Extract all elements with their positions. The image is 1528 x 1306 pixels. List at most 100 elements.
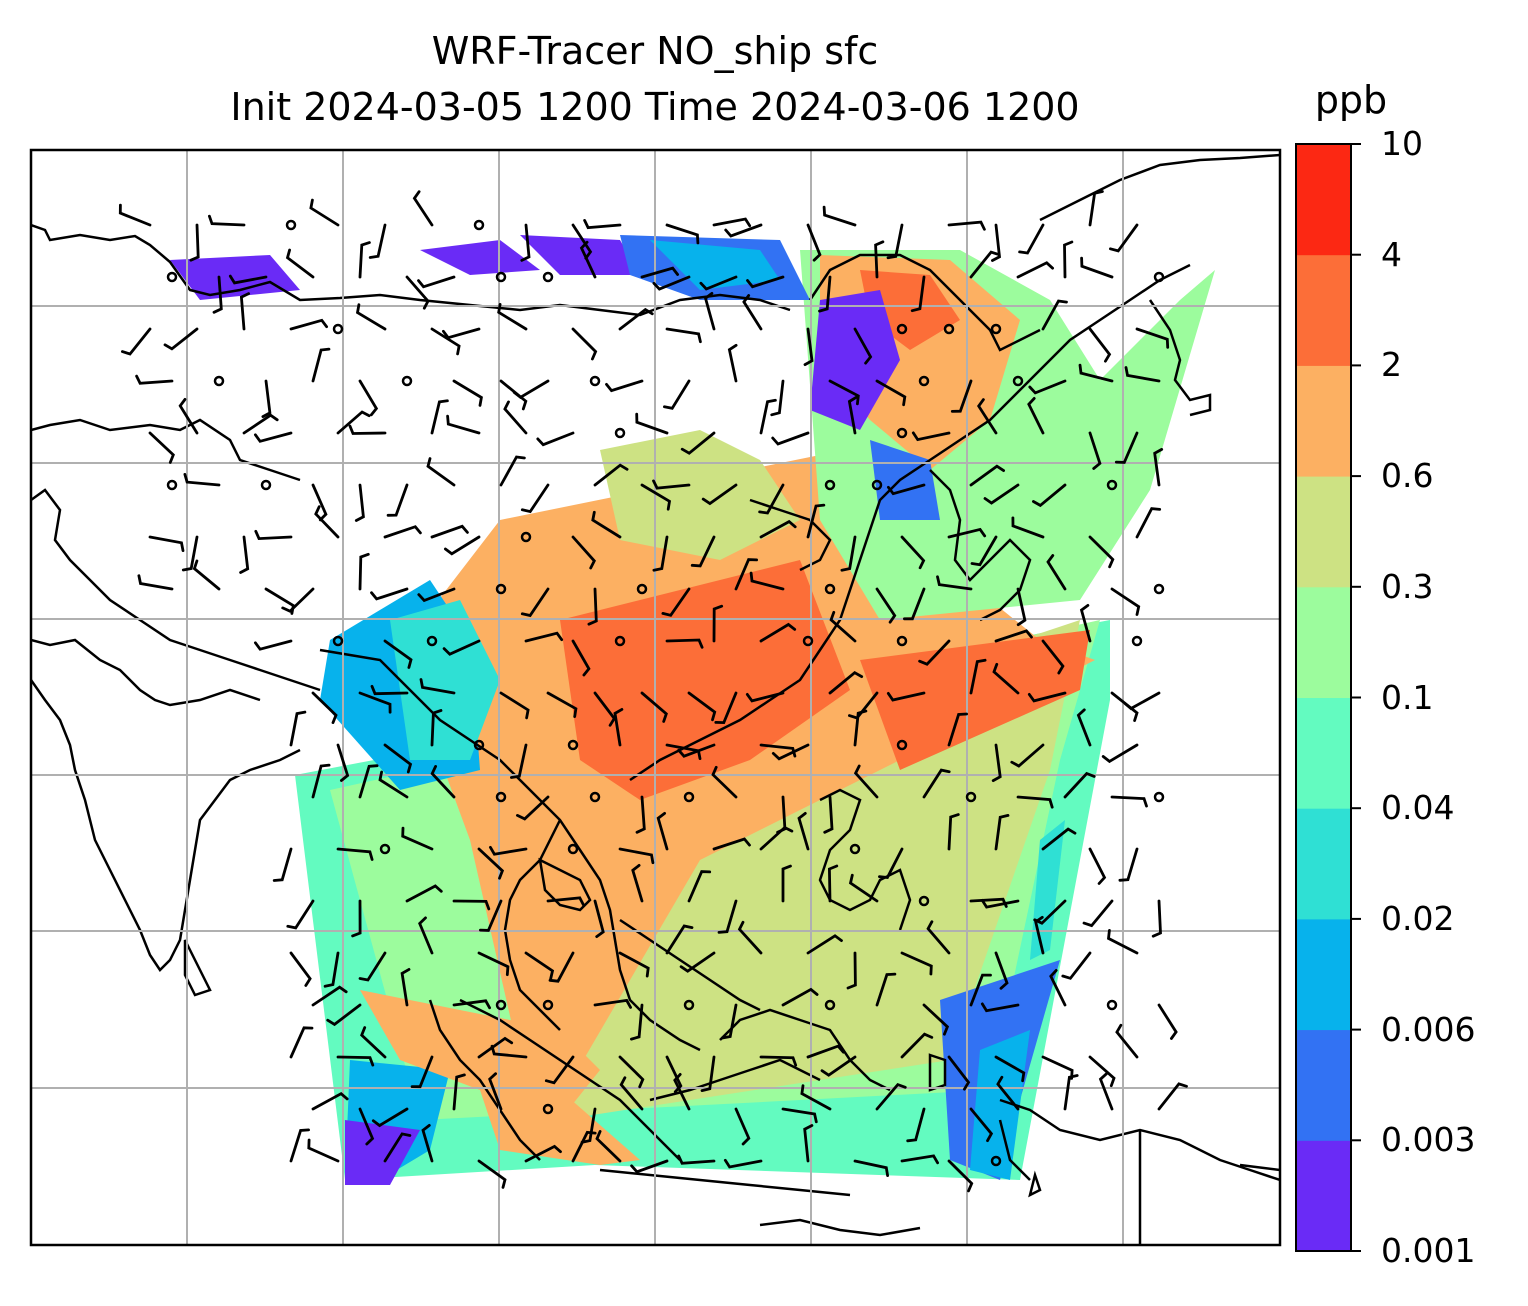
wind-barb xyxy=(797,812,810,851)
wind-barb xyxy=(1151,899,1162,938)
wind-barb xyxy=(1114,431,1139,464)
wind-barb xyxy=(254,639,293,651)
calm-wind-marker xyxy=(332,635,344,647)
wind-barb xyxy=(499,691,530,720)
wind-barb xyxy=(524,1144,562,1163)
wind-barb xyxy=(410,1055,434,1089)
wind-barb xyxy=(803,327,814,366)
colorbar-segment xyxy=(1296,254,1351,366)
wind-barb xyxy=(430,524,469,539)
calm-wind-marker xyxy=(943,323,955,335)
wind-barb xyxy=(1049,969,1067,1007)
wind-barb xyxy=(886,223,904,260)
calm-wind-marker xyxy=(802,635,814,647)
calm-wind-marker xyxy=(683,999,695,1011)
wind-barb xyxy=(991,223,1001,262)
wind-barb xyxy=(947,813,960,851)
wind-barb xyxy=(264,587,295,615)
wind-barb xyxy=(1135,507,1162,539)
wind-barb xyxy=(289,1026,314,1059)
wind-barb xyxy=(512,379,550,399)
wind-barb xyxy=(900,951,933,976)
wind-barb xyxy=(618,1055,645,1089)
wind-barb xyxy=(996,1075,1020,1111)
wind-barb xyxy=(1082,899,1114,928)
wind-barb xyxy=(178,398,199,435)
wind-barb xyxy=(289,318,328,331)
calm-wind-marker xyxy=(849,843,861,855)
wind-barb xyxy=(1109,223,1139,253)
wind-barb xyxy=(820,1055,857,1077)
wind-barb xyxy=(724,223,763,238)
wind-barb xyxy=(587,587,598,626)
wind-barb xyxy=(544,1055,575,1085)
wind-barb xyxy=(1088,847,1107,885)
wind-barb xyxy=(571,1130,597,1163)
wind-barb xyxy=(847,395,858,435)
wind-barb xyxy=(818,275,832,313)
colorbar-tick-label: 10 xyxy=(1381,124,1423,163)
calm-wind-marker xyxy=(567,843,579,855)
wind-barb xyxy=(1027,691,1067,703)
calm-wind-marker xyxy=(824,999,836,1011)
wind-barb xyxy=(311,691,338,724)
colorbar-tick-label: 0.1 xyxy=(1381,677,1434,717)
wind-barb xyxy=(922,1003,950,1036)
wind-barb xyxy=(477,1159,507,1189)
wind-barb xyxy=(358,691,392,714)
wind-barb xyxy=(994,629,1033,643)
calm-wind-marker xyxy=(520,531,532,543)
wind-barb xyxy=(1135,327,1170,349)
map-title-line2: Init 2024-03-05 1200 Time 2024-03-06 120… xyxy=(230,85,1080,129)
map-frame xyxy=(29,148,1282,1247)
wind-barb xyxy=(922,768,951,799)
wind-barb xyxy=(286,899,315,930)
wind-barb xyxy=(583,219,622,230)
wind-barb xyxy=(1153,448,1164,487)
wind-barb xyxy=(887,483,926,496)
wind-barb xyxy=(875,379,907,407)
wind-barb xyxy=(983,483,1020,505)
calm-wind-marker xyxy=(542,1103,554,1115)
wind-barb xyxy=(714,691,738,725)
wind-barb xyxy=(759,622,797,643)
wind-barb xyxy=(723,1158,763,1169)
wind-barb xyxy=(605,379,644,393)
wind-barb xyxy=(759,743,797,758)
calm-wind-marker xyxy=(589,375,601,387)
wind-barb xyxy=(497,303,528,331)
wind-barb xyxy=(712,837,751,851)
wind-barb xyxy=(749,571,785,591)
wind-barb xyxy=(969,250,1001,279)
wind-barb xyxy=(690,535,716,568)
wind-barb xyxy=(442,639,481,656)
wind-barb xyxy=(665,1055,683,1094)
wind-barb xyxy=(991,743,1002,782)
wind-barb xyxy=(771,743,810,761)
wind-barb xyxy=(906,1107,926,1143)
wind-barb xyxy=(1088,190,1104,227)
wind-barb xyxy=(712,604,724,643)
colorbar-tick-label: 0.3 xyxy=(1381,566,1434,606)
wind-barb xyxy=(853,764,879,799)
wind-barb xyxy=(848,873,879,903)
wind-barb xyxy=(712,217,752,228)
wind-barb xyxy=(1018,223,1045,255)
colorbar-tick-label: 0.001 xyxy=(1381,1231,1476,1270)
wind-barb xyxy=(1076,708,1092,747)
wind-barb xyxy=(665,638,704,649)
wind-barb xyxy=(1041,299,1068,331)
wind-barb xyxy=(309,198,340,227)
wind-barb xyxy=(679,951,716,973)
wind-barb xyxy=(148,535,185,552)
wind-barb xyxy=(803,1124,814,1163)
wind-barb xyxy=(430,399,449,435)
calm-wind-marker xyxy=(379,843,391,855)
wind-barb xyxy=(911,431,951,442)
wind-barb xyxy=(548,951,575,983)
colorbar-segment xyxy=(1296,1140,1351,1252)
wind-barb xyxy=(417,275,456,289)
wind-barb xyxy=(878,847,904,879)
wind-barb xyxy=(368,223,387,259)
